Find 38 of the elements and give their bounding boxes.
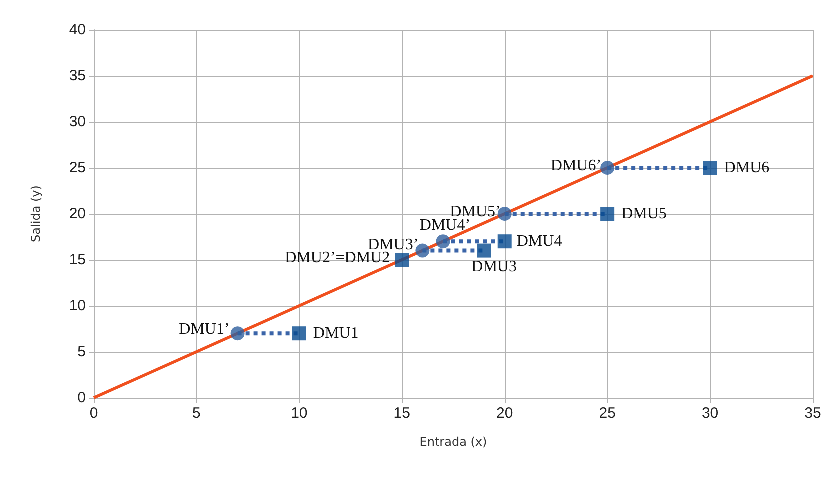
x-tick-label: 35	[804, 405, 822, 422]
point	[498, 207, 512, 221]
point	[436, 234, 450, 249]
x-tick-label: 25	[599, 405, 616, 422]
y-tick-label: 15	[69, 252, 86, 268]
y-tick-label: 20	[69, 206, 86, 222]
annotation: DMU3	[472, 258, 517, 276]
annotation: DMU1’	[179, 321, 230, 338]
y-tick-label: 10	[69, 298, 86, 314]
annotation: DMU2’=DMU2	[285, 250, 390, 266]
point	[498, 234, 512, 249]
y-tick-label: 40	[69, 22, 86, 38]
annotation: DMU6’	[550, 158, 602, 174]
point	[230, 326, 245, 341]
annotation: DMU1	[313, 325, 359, 342]
point	[477, 244, 492, 258]
annotation: DMU4	[516, 233, 562, 250]
x-tick-label: 20	[496, 405, 514, 422]
point	[600, 207, 615, 221]
y-tick-label: 0	[78, 390, 86, 406]
y-tick-label: 35	[69, 68, 86, 84]
annotation: DMU5	[622, 206, 667, 222]
y-tick-label: 5	[78, 344, 86, 360]
point	[292, 326, 306, 341]
x-tick-label: 30	[702, 405, 719, 422]
point	[395, 253, 410, 267]
x-tick-label: 0	[90, 405, 98, 422]
point	[600, 161, 615, 175]
point	[703, 161, 718, 175]
x-tick-label: 5	[192, 405, 201, 422]
x-tick-label: 15	[394, 405, 410, 422]
y-axis-title: Salida (y)	[29, 186, 43, 242]
x-axis-title: Entrada (x)	[420, 435, 488, 449]
y-tick-label: 30	[69, 114, 86, 130]
point	[416, 244, 430, 258]
x-tick-label: 10	[291, 405, 308, 422]
annotation: DMU6	[724, 160, 770, 176]
y-tick-label: 25	[69, 160, 86, 176]
